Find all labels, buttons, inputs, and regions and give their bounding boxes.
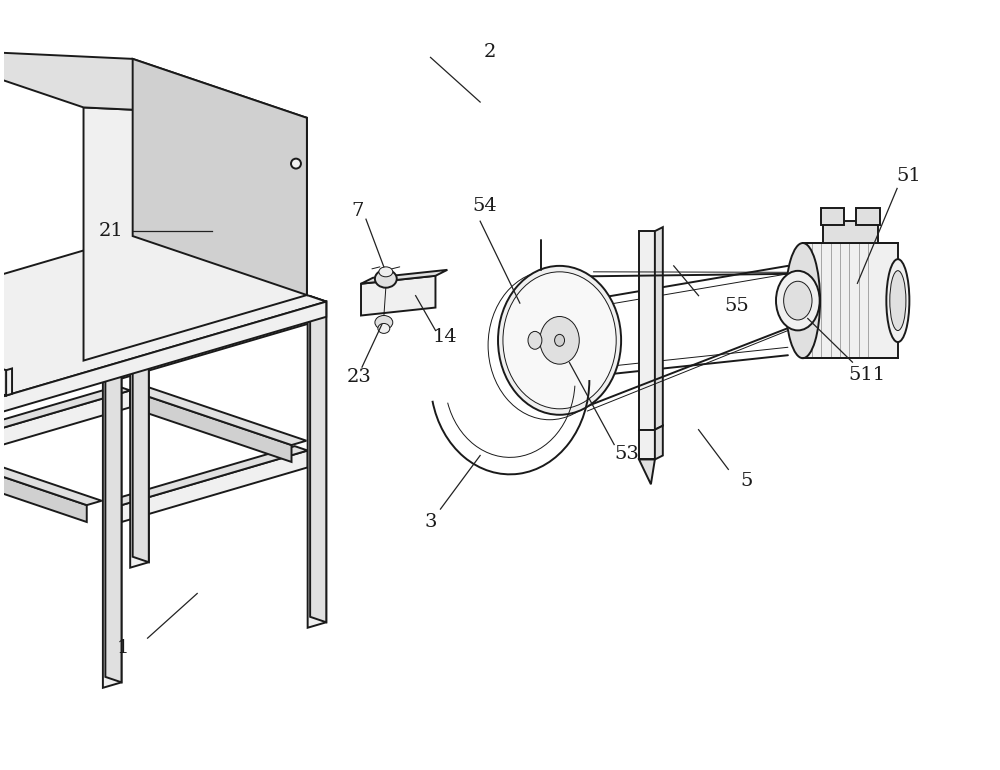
Polygon shape <box>361 270 447 283</box>
Polygon shape <box>639 231 655 430</box>
Text: 51: 51 <box>897 166 921 185</box>
Ellipse shape <box>375 270 397 288</box>
Polygon shape <box>122 450 308 522</box>
Polygon shape <box>0 390 130 462</box>
Text: 511: 511 <box>849 366 886 384</box>
Polygon shape <box>84 108 307 360</box>
Polygon shape <box>130 242 149 567</box>
Ellipse shape <box>776 271 820 330</box>
Ellipse shape <box>786 243 820 358</box>
Polygon shape <box>0 236 326 407</box>
Circle shape <box>291 159 301 169</box>
Text: 5: 5 <box>740 472 752 490</box>
Polygon shape <box>310 296 326 622</box>
Polygon shape <box>122 307 308 379</box>
Ellipse shape <box>540 316 579 364</box>
Polygon shape <box>0 386 130 445</box>
Text: 7: 7 <box>352 203 364 220</box>
Ellipse shape <box>890 271 906 330</box>
Polygon shape <box>639 430 655 460</box>
Polygon shape <box>0 302 326 422</box>
Text: 21: 21 <box>98 222 123 240</box>
Polygon shape <box>6 369 12 396</box>
Ellipse shape <box>498 266 621 415</box>
Polygon shape <box>0 303 102 362</box>
Text: 3: 3 <box>424 513 437 531</box>
Ellipse shape <box>886 259 909 342</box>
Ellipse shape <box>555 334 565 346</box>
Ellipse shape <box>784 281 812 320</box>
Ellipse shape <box>375 316 393 330</box>
Text: 53: 53 <box>615 446 640 464</box>
Polygon shape <box>0 446 102 505</box>
Polygon shape <box>0 450 87 522</box>
Polygon shape <box>130 243 306 302</box>
Polygon shape <box>0 247 130 319</box>
Text: 23: 23 <box>347 368 371 386</box>
Ellipse shape <box>379 267 393 276</box>
Polygon shape <box>103 362 122 688</box>
Polygon shape <box>655 426 663 460</box>
Polygon shape <box>130 386 306 445</box>
Polygon shape <box>130 247 292 319</box>
Polygon shape <box>130 390 292 462</box>
Polygon shape <box>0 307 87 379</box>
Polygon shape <box>0 49 307 118</box>
Polygon shape <box>109 446 308 505</box>
Polygon shape <box>655 227 663 430</box>
Polygon shape <box>292 296 326 307</box>
Polygon shape <box>823 221 878 243</box>
Polygon shape <box>109 303 308 362</box>
Polygon shape <box>821 208 844 225</box>
Polygon shape <box>87 357 122 367</box>
Polygon shape <box>133 59 307 295</box>
Text: 1: 1 <box>117 639 129 657</box>
Polygon shape <box>361 276 435 316</box>
Polygon shape <box>308 302 326 628</box>
Polygon shape <box>0 243 130 302</box>
Text: 2: 2 <box>484 43 496 62</box>
Polygon shape <box>0 367 6 396</box>
Text: 14: 14 <box>433 328 458 346</box>
Polygon shape <box>803 243 898 358</box>
Polygon shape <box>133 236 149 562</box>
Ellipse shape <box>503 272 616 409</box>
Polygon shape <box>856 208 880 225</box>
Ellipse shape <box>528 331 542 350</box>
Polygon shape <box>639 460 655 484</box>
Ellipse shape <box>378 323 390 333</box>
Text: 54: 54 <box>473 197 497 216</box>
Polygon shape <box>114 236 149 247</box>
Polygon shape <box>105 357 122 682</box>
Text: 55: 55 <box>724 296 749 315</box>
